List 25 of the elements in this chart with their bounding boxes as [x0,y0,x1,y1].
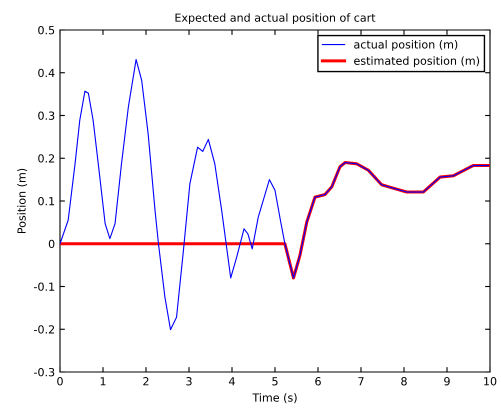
x-tick-label: 3 [186,377,192,386]
x-tick-label: 5 [272,377,278,386]
x-tick-label: 7 [358,377,364,386]
x-tick-label: 9 [444,377,450,386]
y-axis-title: Position (m) [17,168,28,234]
x-tick-label: 8 [401,377,407,386]
x-tick-label: 4 [229,377,235,386]
x-tick-label: 0 [57,377,63,386]
y-tick-label: -0.2 [34,325,54,334]
x-tick-label: 6 [315,377,321,386]
x-tick-label: 10 [484,377,496,386]
y-tick-label: -0.1 [34,282,54,291]
chart-title: Expected and actual position of cart [176,13,376,24]
legend-label: actual position (m) [354,40,458,51]
legend-label: estimated position (m) [354,56,480,68]
x-axis-title: Time (s) [252,393,297,404]
y-tick-label: 0.3 [38,111,54,120]
x-tick-label: 2 [143,377,148,386]
y-tick-label: 0.4 [38,68,55,78]
y-tick-label: -0.3 [34,368,54,376]
y-tick-label: 0.2 [38,154,54,163]
y-tick-label: 0.5 [38,26,54,34]
y-tick-label: 0 [48,240,54,248]
x-tick-label: 1 [100,377,106,386]
y-tick-label: 0.1 [38,196,54,206]
